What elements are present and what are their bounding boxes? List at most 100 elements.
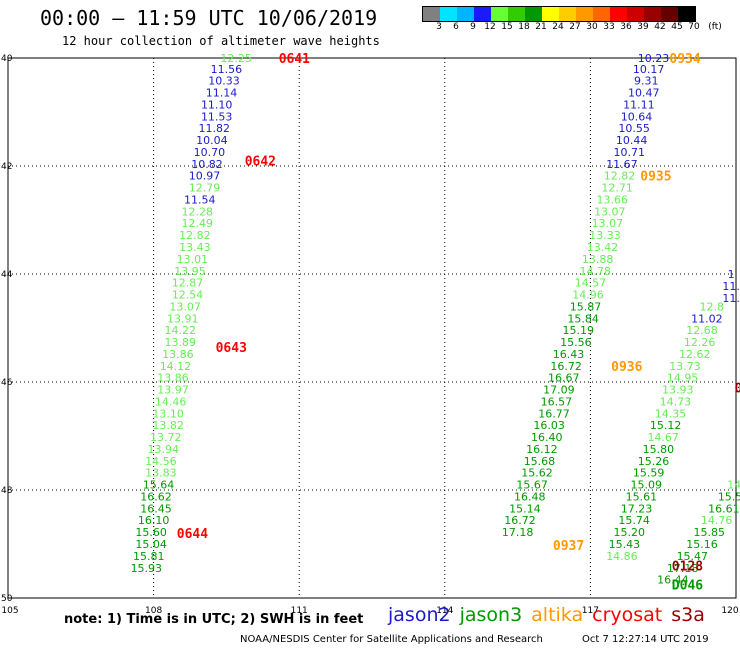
pass-time-label: 0936 — [611, 360, 642, 375]
x-tick-label: 108 — [145, 606, 162, 616]
wave-height-value: 16.57 — [541, 395, 573, 408]
wave-height-value: 12.26 — [684, 336, 716, 349]
wave-height-value: 16.61 — [708, 502, 740, 515]
wave-height-value: 14.12 — [160, 360, 192, 373]
wave-height-value: 16.43 — [553, 348, 585, 361]
legend-entry-jason3: jason3 — [459, 604, 523, 626]
wave-height-value: 12.68 — [686, 324, 718, 337]
wave-height-value: 11.82 — [199, 122, 231, 135]
wave-height-value: 13.72 — [150, 431, 182, 444]
scale-label: 27 — [569, 22, 581, 32]
wave-height-value: 1 — [728, 268, 735, 281]
wave-height-value: 10.17 — [633, 63, 665, 76]
wave-height-value: 10.71 — [613, 146, 645, 159]
wave-height-value: 15.47 — [677, 550, 709, 563]
wave-height-value: 13.89 — [165, 336, 197, 349]
wave-height-value: 15.09 — [630, 479, 662, 492]
scale-swatch — [423, 7, 440, 21]
scale-label: 18 — [518, 22, 530, 32]
wave-height-value: 12.54 — [172, 289, 204, 302]
wave-height-value: 12.87 — [172, 277, 204, 290]
wave-height-value: 10.55 — [618, 122, 650, 135]
x-tick-label: 120 — [721, 606, 738, 616]
satellite-legend: jason2 jason3 altika cryosat s3a — [388, 604, 714, 626]
wave-height-value: 13.07 — [169, 300, 201, 313]
wave-height-value: 15.14 — [509, 502, 541, 515]
wave-height-value: 16.72 — [504, 514, 536, 527]
wave-height-value: 13.82 — [152, 419, 184, 432]
pass-time-label: 0642 — [245, 155, 276, 170]
wave-height-value: 16.48 — [514, 490, 546, 503]
wave-height-value: 10.82 — [191, 158, 223, 171]
wave-height-value: 10.70 — [194, 146, 226, 159]
scale-swatch — [440, 7, 457, 21]
wave-height-value: 16.10 — [138, 514, 170, 527]
wave-height-value: 17.09 — [543, 384, 575, 397]
scale-label: 15 — [501, 22, 513, 32]
wave-height-value: 15.87 — [570, 300, 602, 313]
wave-height-value: 13.95 — [174, 265, 206, 278]
wave-height-value: 12.82 — [604, 170, 636, 183]
scale-label: 6 — [453, 22, 459, 32]
wave-height-value: 12.71 — [601, 182, 633, 195]
wave-height-value: 13.01 — [177, 253, 209, 266]
wave-height-value: 17.23 — [621, 502, 653, 515]
footer-credit: NOAA/NESDIS Center for Satellite Applica… — [240, 634, 543, 645]
scale-swatch — [661, 7, 678, 21]
scale-label: 45 — [671, 22, 683, 32]
wave-height-value: 15.85 — [694, 526, 726, 539]
scale-label: 36 — [620, 22, 632, 32]
pass-time-label: 0641 — [279, 52, 310, 67]
scale-swatch — [508, 7, 525, 21]
wave-height-value: 10.97 — [189, 170, 221, 183]
wave-height-value: 10.44 — [616, 134, 648, 147]
wave-height-value: 15.80 — [643, 443, 675, 456]
pass-time-label: 0643 — [216, 341, 247, 356]
wave-height-value: 14.73 — [660, 395, 692, 408]
scale-swatch — [593, 7, 610, 21]
wave-height-value: 14.46 — [155, 395, 187, 408]
wave-height-value: 16.40 — [531, 431, 563, 444]
wave-height-value: 10.33 — [208, 75, 240, 88]
wave-height-value: 13.97 — [157, 384, 189, 397]
wave-height-value: 10.64 — [621, 110, 653, 123]
wave-height-value: 13.86 — [157, 372, 189, 385]
chart-title: 00:00 – 11:59 UTC 10/06/2019 — [40, 6, 378, 30]
scale-label: 42 — [654, 22, 666, 32]
wave-height-value: 15.67 — [516, 479, 548, 492]
wave-height-value: 12.49 — [182, 217, 214, 230]
wave-height-value: 10.47 — [628, 87, 660, 100]
wave-height-value: 11.11 — [623, 98, 655, 111]
scale-swatch — [576, 7, 593, 21]
wave-height-value: 12.25 — [220, 52, 252, 65]
x-tick-label: 114 — [436, 606, 453, 616]
y-tick-label: 48 — [1, 486, 13, 496]
y-tick-label: 40 — [1, 54, 13, 64]
pass-time-label: 0 — [735, 381, 740, 396]
scale-label: (ft) — [708, 22, 722, 32]
wave-height-value: 16.67 — [548, 372, 580, 385]
wave-height-value: 16.45 — [140, 502, 172, 515]
wave-height-value: 16.77 — [538, 407, 570, 420]
wave-height-value: 13.94 — [148, 443, 180, 456]
legend-entry-altika: altika — [531, 604, 584, 626]
wave-height-value: 15.61 — [626, 490, 658, 503]
scale-swatch — [559, 7, 576, 21]
wave-height-value: 16.62 — [140, 490, 172, 503]
wave-height-value: 14. — [727, 479, 740, 492]
scale-label: 70 — [688, 22, 700, 32]
wave-height-value: 11.67 — [606, 158, 638, 171]
wave-height-value: 13.93 — [662, 384, 694, 397]
wave-height-value: 15.19 — [563, 324, 595, 337]
wave-height-value: 16.03 — [533, 419, 565, 432]
scale-label: 30 — [586, 22, 598, 32]
wave-height-value: 12.62 — [679, 348, 711, 361]
wave-height-value: 13.91 — [167, 312, 199, 325]
scale-label: 39 — [637, 22, 649, 32]
wave-height-value: 10.04 — [196, 134, 228, 147]
pass-time-label: D046 — [672, 579, 703, 594]
legend-entry-jason2: jason2 — [388, 604, 451, 626]
wave-height-value: 13.73 — [669, 360, 701, 373]
wave-height-value: 15.16 — [686, 538, 718, 551]
